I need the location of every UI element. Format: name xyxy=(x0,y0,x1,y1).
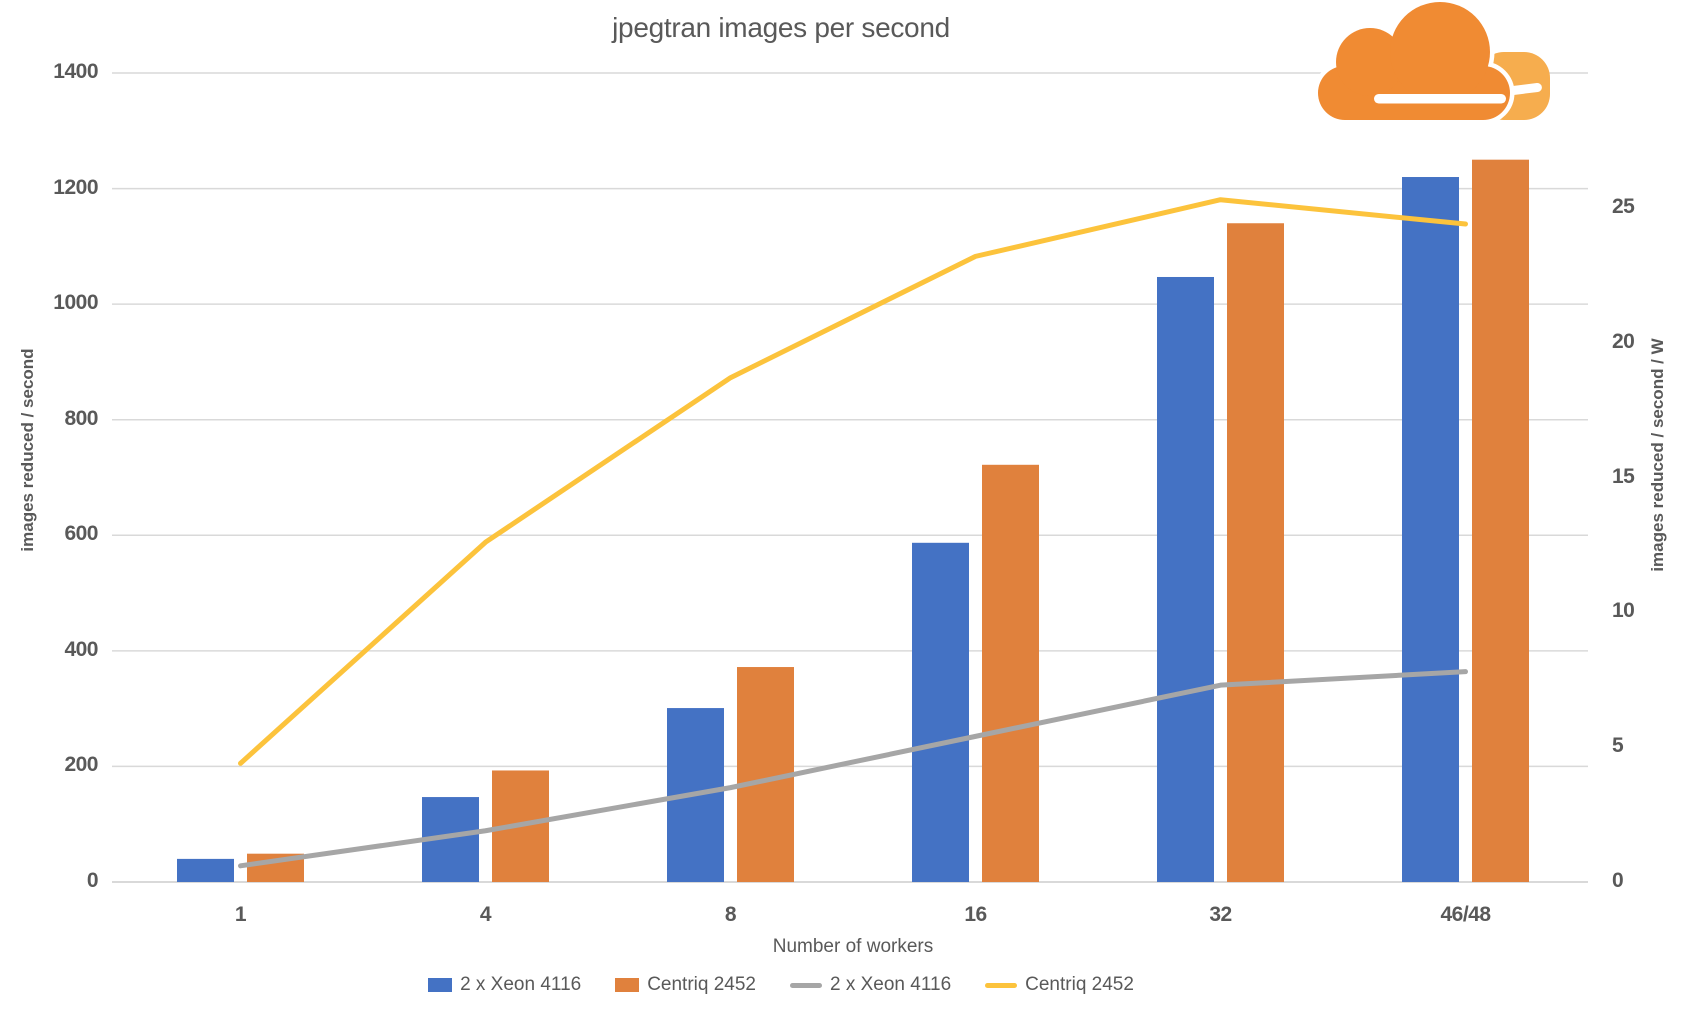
x-axis-tick: 1 xyxy=(234,903,247,926)
cloudflare-logo-icon xyxy=(1313,2,1550,124)
legend: 2 x Xeon 4116 Centriq 2452 2 x Xeon 4116 Ce… xyxy=(0,974,1562,996)
bar-2-x-xeon-4116-16 xyxy=(912,542,969,882)
x-axis-tick: 32 xyxy=(1209,903,1232,926)
left-axis-tick: 1400 xyxy=(53,60,98,83)
left-axis-tick: 400 xyxy=(64,637,98,661)
legend-item: 2 x Xeon 4116 xyxy=(790,974,951,996)
right-axis-tick: 15 xyxy=(1612,464,1635,488)
legend-item: Centriq 2452 xyxy=(985,974,1134,996)
x-axis-title: Number of workers xyxy=(772,936,934,957)
line-centriq-2452 xyxy=(238,197,1468,766)
legend-label: 2 x Xeon 4116 xyxy=(830,974,952,995)
right-axis-tick: 25 xyxy=(1612,194,1635,218)
cloudflare-logo-cloud xyxy=(1318,2,1510,120)
legend-item: Centriq 2452 xyxy=(615,974,756,996)
legend-label: 2 x Xeon 4116 xyxy=(460,974,582,995)
bar-2-x-xeon-4116-32 xyxy=(1157,276,1214,882)
right-axis-tick: 10 xyxy=(1612,599,1635,623)
bar-centriq-2452-32 xyxy=(1227,223,1284,882)
right-axis-tick: 20 xyxy=(1612,329,1635,353)
x-axis-tick: 46/48 xyxy=(1440,903,1491,926)
bar-2-x-xeon-4116-1 xyxy=(177,858,234,882)
legend-label: Centriq 2452 xyxy=(1025,974,1134,995)
x-axis-tick: 8 xyxy=(724,903,737,926)
left-axis-title: images reduced / second xyxy=(18,348,37,552)
bar-2-x-xeon-4116-46-48 xyxy=(1402,177,1459,882)
left-axis-tick: 800 xyxy=(64,406,98,430)
bar-centriq-2452-16 xyxy=(982,464,1039,882)
line-2-x-xeon-4116 xyxy=(238,669,1468,869)
chart-title: jpegtran images per second xyxy=(612,12,950,43)
cloudflare-logo-slit xyxy=(1374,94,1506,104)
bar-centriq-2452-46-48 xyxy=(1472,159,1529,882)
left-axis-tick: 600 xyxy=(64,522,98,546)
legend-swatch-line xyxy=(790,982,822,988)
legend-swatch-line xyxy=(985,982,1018,988)
left-axis-tick: 0 xyxy=(86,869,99,892)
x-axis-tick: 16 xyxy=(964,903,987,926)
right-axis-title: images reduced / second / W xyxy=(1648,338,1667,572)
legend-label: Centriq 2452 xyxy=(647,974,756,995)
legend-swatch-bar xyxy=(615,978,640,992)
right-axis-tick: 0 xyxy=(1612,869,1624,892)
left-axis-tick: 1200 xyxy=(53,175,98,199)
left-axis-tick: 200 xyxy=(64,753,98,777)
right-axis-tick: 5 xyxy=(1612,734,1624,758)
legend-swatch-bar xyxy=(428,978,453,992)
x-axis-tick: 4 xyxy=(479,903,492,926)
left-axis-tick: 1000 xyxy=(53,291,98,315)
legend-item: 2 x Xeon 4116 xyxy=(428,974,581,996)
